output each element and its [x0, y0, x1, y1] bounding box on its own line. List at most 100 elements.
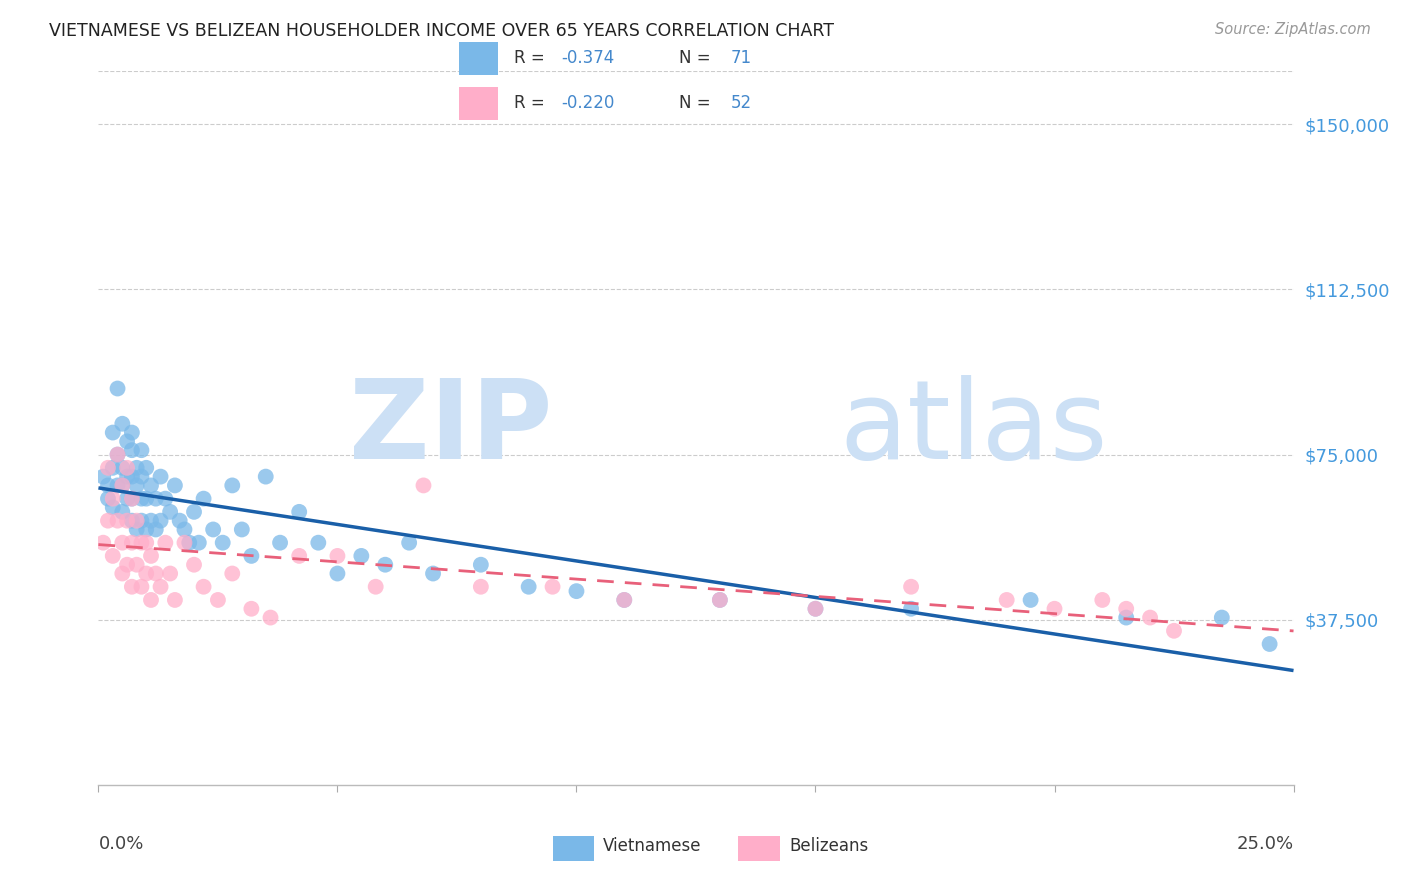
Text: atlas: atlas: [839, 375, 1108, 482]
Point: [145, 491, 167, 506]
Text: 25.0%: 25.0%: [1236, 835, 1294, 853]
Point: [149, 580, 172, 594]
Point: [111, 460, 134, 475]
Point: [125, 558, 148, 572]
Point: [307, 535, 329, 549]
Text: Source: ZipAtlas.com: Source: ZipAtlas.com: [1215, 22, 1371, 37]
FancyBboxPatch shape: [458, 42, 498, 75]
Point: [101, 425, 124, 440]
Point: [139, 549, 162, 563]
Point: [107, 448, 129, 462]
Point: [470, 580, 492, 594]
Point: [398, 535, 420, 549]
Point: [107, 448, 129, 462]
Point: [159, 505, 181, 519]
Text: R =: R =: [513, 95, 550, 112]
Text: Belizeans: Belizeans: [789, 837, 869, 855]
Point: [259, 610, 281, 624]
Point: [1115, 610, 1137, 624]
Point: [101, 460, 124, 475]
Point: [240, 601, 263, 615]
Point: [211, 535, 233, 549]
Point: [1211, 610, 1233, 624]
Point: [125, 478, 148, 492]
Point: [183, 505, 205, 519]
Point: [202, 523, 225, 537]
Text: Vietnamese: Vietnamese: [603, 837, 702, 855]
Point: [107, 514, 129, 528]
Point: [374, 558, 396, 572]
Point: [163, 478, 186, 492]
Point: [288, 549, 311, 563]
Point: [111, 566, 134, 581]
Point: [193, 580, 215, 594]
Point: [121, 491, 143, 506]
Point: [139, 478, 162, 492]
FancyBboxPatch shape: [553, 837, 595, 862]
Point: [412, 478, 434, 492]
Point: [131, 491, 153, 506]
Point: [97, 460, 120, 475]
Point: [121, 469, 143, 483]
Point: [221, 566, 243, 581]
Point: [111, 478, 134, 492]
Point: [139, 593, 162, 607]
Point: [101, 500, 124, 515]
Point: [1091, 593, 1114, 607]
Point: [163, 593, 186, 607]
Point: [269, 535, 291, 549]
Point: [1139, 610, 1161, 624]
Point: [1019, 593, 1042, 607]
Point: [111, 478, 134, 492]
Point: [135, 460, 157, 475]
Point: [131, 580, 153, 594]
FancyBboxPatch shape: [738, 837, 780, 862]
Point: [995, 593, 1018, 607]
Point: [1258, 637, 1281, 651]
Point: [326, 549, 349, 563]
Point: [709, 593, 731, 607]
Point: [115, 434, 138, 449]
Point: [125, 523, 148, 537]
Point: [111, 535, 134, 549]
Point: [541, 580, 564, 594]
Point: [121, 535, 143, 549]
Point: [470, 558, 492, 572]
Point: [169, 514, 191, 528]
Text: 71: 71: [730, 49, 751, 67]
Point: [179, 535, 201, 549]
Text: VIETNAMESE VS BELIZEAN HOUSEHOLDER INCOME OVER 65 YEARS CORRELATION CHART: VIETNAMESE VS BELIZEAN HOUSEHOLDER INCOM…: [49, 22, 834, 40]
Point: [97, 491, 120, 506]
Point: [173, 535, 195, 549]
Text: ZIP: ZIP: [349, 375, 553, 482]
Point: [91, 535, 114, 549]
Point: [221, 478, 243, 492]
Point: [900, 601, 922, 615]
FancyBboxPatch shape: [458, 87, 498, 120]
Point: [115, 514, 138, 528]
Point: [121, 425, 143, 440]
Point: [193, 491, 215, 506]
Point: [139, 514, 162, 528]
Point: [240, 549, 263, 563]
Text: -0.374: -0.374: [561, 49, 614, 67]
Point: [135, 491, 157, 506]
Point: [613, 593, 636, 607]
Point: [107, 478, 129, 492]
Point: [709, 593, 731, 607]
Point: [125, 460, 148, 475]
Text: R =: R =: [513, 49, 550, 67]
Point: [101, 549, 124, 563]
Point: [125, 514, 148, 528]
Point: [145, 523, 167, 537]
Point: [97, 478, 120, 492]
Point: [326, 566, 349, 581]
Point: [183, 558, 205, 572]
Point: [231, 523, 253, 537]
Point: [804, 601, 827, 615]
Text: 52: 52: [730, 95, 751, 112]
Point: [121, 491, 143, 506]
Point: [254, 469, 277, 483]
Point: [155, 535, 177, 549]
Point: [173, 523, 195, 537]
